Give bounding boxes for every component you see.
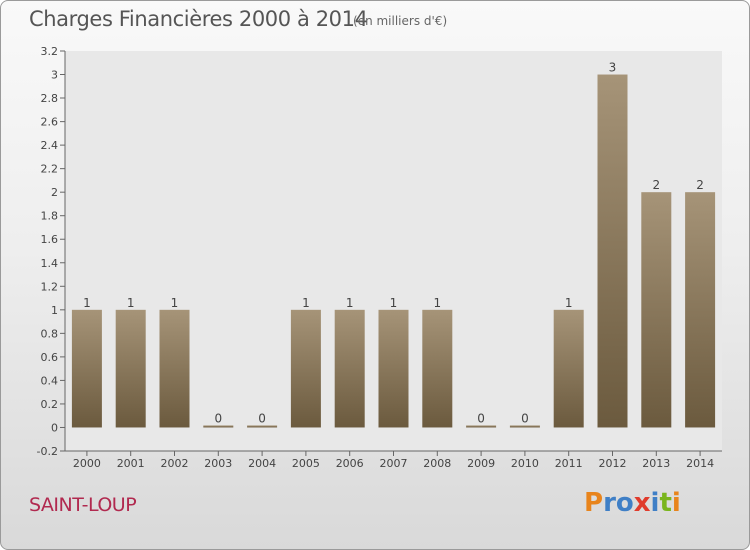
- value-label-2008: 1: [433, 296, 441, 310]
- y-tick-label: 1: [51, 304, 58, 317]
- y-tick-label: 0.2: [41, 398, 59, 411]
- y-tick-label: 0.6: [41, 351, 59, 364]
- value-label-2007: 1: [390, 296, 398, 310]
- bar-2014: [685, 192, 716, 428]
- x-tick-label-2000: 2000: [73, 457, 101, 470]
- y-tick-label: 1.4: [41, 257, 59, 270]
- y-tick-label: 0: [51, 421, 58, 434]
- proxiti-logo: Proxiti: [584, 488, 694, 524]
- x-tick-label-2008: 2008: [423, 457, 451, 470]
- bar-2010: [509, 425, 540, 428]
- value-label-2010: 0: [521, 411, 529, 425]
- logo-letter: i: [650, 488, 660, 518]
- x-tick-label-2005: 2005: [292, 457, 320, 470]
- value-label-2006: 1: [346, 296, 354, 310]
- chart-title: Charges Financières 2000 à 2014: [29, 7, 368, 31]
- logo-letter: P: [584, 488, 604, 518]
- y-tick-label: 1.6: [41, 233, 59, 246]
- x-tick-label-2014: 2014: [686, 457, 714, 470]
- value-label-2000: 1: [83, 296, 91, 310]
- bar-chart: 1 1 1 0 0 1 1 1 1 0 0 1 3 2 2 2000 2001 2002 2003 2004 2005…: [37, 45, 722, 470]
- value-label-2013: 2: [652, 178, 660, 192]
- x-tick-label-2004: 2004: [248, 457, 276, 470]
- bar-2004: [247, 425, 278, 428]
- logo-letter: t: [659, 488, 672, 518]
- bar-2006: [334, 309, 365, 428]
- x-tick-label-2002: 2002: [161, 457, 189, 470]
- value-label-2009: 0: [477, 411, 485, 425]
- chart-unit-note: (en milliers d'€): [353, 14, 448, 28]
- value-label-2003: 0: [214, 411, 222, 425]
- y-tick-label: -0.2: [37, 445, 58, 458]
- bar-2011: [553, 309, 584, 428]
- value-label-2011: 1: [565, 296, 573, 310]
- x-tick-label-2010: 2010: [511, 457, 539, 470]
- bar-2012: [597, 74, 628, 428]
- y-tick-label: 0.8: [41, 327, 59, 340]
- x-tick-label-2009: 2009: [467, 457, 495, 470]
- y-tick-label: 2: [51, 186, 58, 199]
- commune-name: SAINT-LOUP: [29, 494, 137, 516]
- y-tick-label: 3.2: [41, 45, 59, 58]
- bar-2009: [466, 425, 497, 428]
- bar-2000: [71, 309, 102, 428]
- value-label-2001: 1: [127, 296, 135, 310]
- x-tick-label-2001: 2001: [117, 457, 145, 470]
- value-label-2014: 2: [696, 178, 704, 192]
- x-tick-label-2013: 2013: [642, 457, 670, 470]
- value-label-2002: 1: [171, 296, 179, 310]
- logo-letter: r: [603, 488, 616, 518]
- y-tick-label: 0.4: [41, 374, 59, 387]
- logo-letter: o: [615, 488, 634, 518]
- logo-letter: i: [671, 488, 681, 518]
- bar-2001: [115, 309, 146, 428]
- y-tick-label: 1.2: [41, 280, 59, 293]
- bar-2007: [378, 309, 409, 428]
- x-tick-label-2003: 2003: [204, 457, 232, 470]
- bar-2005: [290, 309, 321, 428]
- y-tick-label: 2.6: [41, 116, 59, 129]
- bar-2008: [422, 309, 453, 428]
- bar-2002: [159, 309, 190, 428]
- bar-2003: [203, 425, 234, 428]
- value-label-2012: 3: [609, 61, 617, 75]
- x-tick-label-2011: 2011: [555, 457, 583, 470]
- y-tick-label: 3: [51, 69, 58, 82]
- y-tick-label: 1.8: [41, 210, 59, 223]
- x-tick-label-2007: 2007: [380, 457, 408, 470]
- x-tick-label-2006: 2006: [336, 457, 364, 470]
- bar-2013: [641, 192, 672, 428]
- x-tick-label-2012: 2012: [599, 457, 627, 470]
- y-tick-label: 2.2: [41, 163, 59, 176]
- y-tick-label: 2.4: [41, 139, 59, 152]
- y-tick-label: 2.8: [41, 92, 59, 105]
- logo-letter: x: [633, 488, 651, 518]
- value-label-2004: 0: [258, 411, 266, 425]
- value-label-2005: 1: [302, 296, 310, 310]
